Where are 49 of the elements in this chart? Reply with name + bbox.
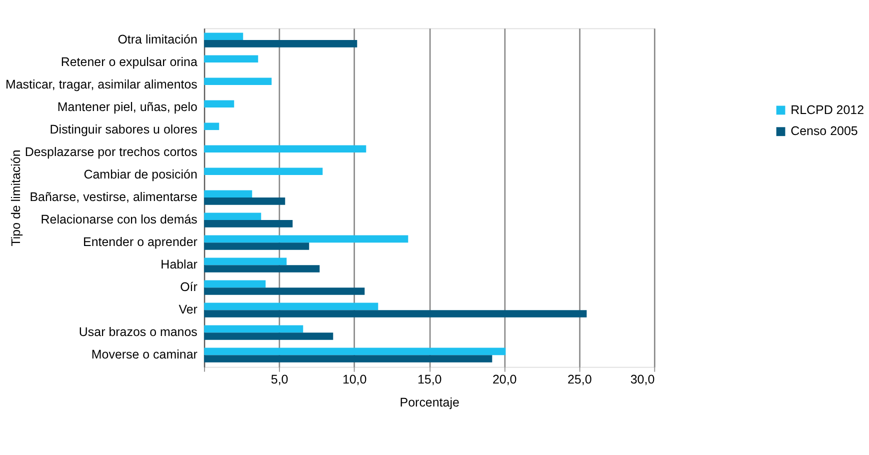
bar [204, 122, 220, 130]
bar [204, 168, 323, 176]
bar [204, 242, 310, 250]
y-tick-label: Cambiar de posición [84, 168, 198, 182]
y-tick-label: Desplazarse por trechos cortos [24, 145, 198, 160]
bar [204, 332, 334, 340]
bar [204, 220, 293, 228]
bar [204, 280, 266, 288]
bar [204, 100, 234, 108]
y-tick-label: Moverse o caminar [91, 348, 198, 362]
bar [204, 32, 244, 40]
bar [204, 355, 492, 362]
x-tick-label: 20,0 [492, 372, 517, 386]
bar [204, 55, 258, 63]
legend-label: RLCPD 2012 [790, 102, 864, 117]
y-tick-label: Retener o expulsar orina [60, 55, 198, 70]
bar [204, 288, 365, 295]
bar [204, 302, 378, 310]
x-tick-label: 15,0 [417, 372, 442, 386]
bar [204, 310, 587, 318]
bar [204, 265, 320, 272]
y-tick-label: Hablar [160, 258, 198, 272]
y-axis-title: Tipo de limitación [9, 150, 24, 246]
bar [204, 78, 272, 86]
bar [204, 258, 287, 266]
legend-label: Censo 2005 [790, 124, 858, 138]
y-tick-label: Oír [180, 280, 198, 294]
bar [204, 235, 408, 243]
y-tick-label: Distinguir sabores u olores [50, 122, 198, 137]
bar [204, 198, 286, 205]
x-tick-label: 5,0 [270, 372, 288, 386]
y-tick-label: Usar brazos o manos [78, 325, 198, 340]
x-axis-title: Porcentaje [400, 396, 460, 410]
y-tick-label: Otra limitación [118, 32, 198, 47]
bar [204, 40, 358, 48]
bar [204, 190, 252, 198]
bar [204, 348, 506, 356]
y-tick-label: Ver [178, 302, 198, 317]
y-tick-label: Mantener piel, uñas, pelo [57, 100, 198, 114]
y-tick-label: Bañarse, vestirse, alimentarse [30, 190, 198, 204]
x-tick-label: 30,0 [630, 372, 655, 386]
bar [204, 212, 262, 220]
x-tick-label: 25,0 [567, 372, 592, 386]
x-tick-label: 10,0 [342, 372, 367, 386]
y-tick-label: Relacionarse con los demás [40, 212, 198, 227]
y-tick-label: Masticar, tragar, asimilar alimentos [5, 78, 198, 92]
bar [204, 145, 366, 153]
bar [204, 325, 304, 333]
y-tick-label: Entender o aprender [83, 235, 198, 250]
